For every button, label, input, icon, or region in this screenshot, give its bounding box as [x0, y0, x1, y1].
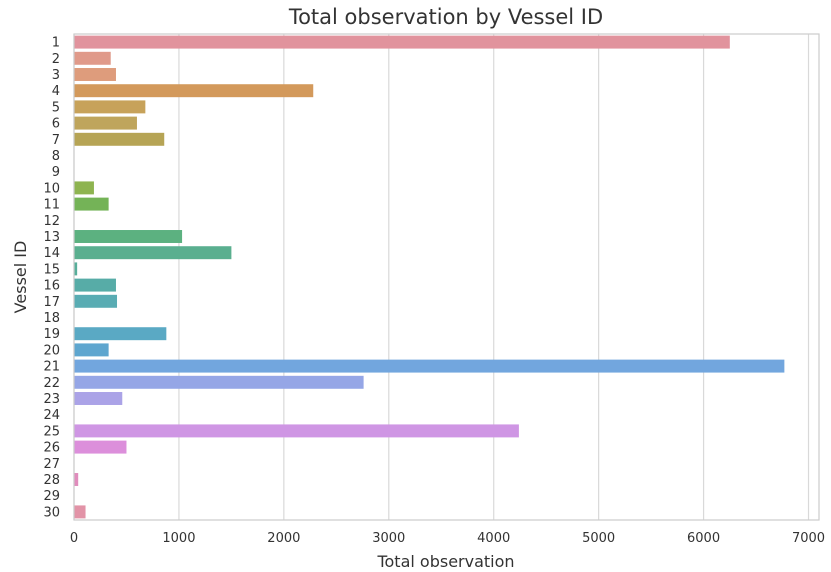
y-tick-label: 21 — [43, 360, 60, 375]
y-tick-label: 30 — [43, 505, 60, 520]
y-tick-label: 22 — [43, 376, 60, 391]
bar-vessel-23 — [74, 392, 123, 405]
y-tick-label: 7 — [52, 133, 60, 148]
y-tick-label: 1 — [52, 36, 60, 51]
bar-vessel-5 — [74, 100, 146, 114]
bar-vessel-22 — [74, 375, 364, 389]
bar-vessel-6 — [74, 116, 137, 130]
y-tick-label: 15 — [43, 262, 60, 277]
x-tick-label: 7000 — [792, 531, 825, 546]
bar-vessel-30 — [74, 505, 86, 519]
y-tick-label: 11 — [43, 198, 60, 213]
y-tick-label: 5 — [52, 100, 60, 115]
bar-vessel-7 — [74, 132, 165, 146]
y-tick-label: 24 — [43, 408, 60, 423]
y-tick-label: 18 — [43, 311, 60, 326]
bar-vessel-25 — [74, 424, 519, 438]
x-tick-label: 3000 — [372, 531, 405, 546]
bar-vessel-19 — [74, 327, 167, 341]
bar-vessel-17 — [74, 294, 118, 308]
bar-vessel-15 — [74, 262, 78, 276]
y-tick-label: 28 — [43, 473, 60, 488]
y-tick-label: 25 — [43, 424, 60, 439]
grid-lines — [73, 34, 810, 520]
y-tick-label: 20 — [43, 343, 60, 358]
chart-title: Total observation by Vessel ID — [288, 5, 603, 29]
bar-vessel-21 — [74, 359, 785, 373]
y-tick-label: 13 — [43, 230, 60, 245]
x-tick-label: 2000 — [267, 531, 300, 546]
x-tick-labels: 0 1000 2000 3000 4000 5000 6000 7000 — [70, 531, 825, 546]
bar-vessel-1 — [74, 35, 730, 49]
bar-vessel-3 — [74, 68, 116, 81]
x-tick-label: 6000 — [687, 531, 720, 546]
y-tick-label: 8 — [52, 149, 60, 164]
y-tick-label: 9 — [52, 165, 60, 180]
y-tick-label: 29 — [43, 489, 60, 504]
y-tick-label: 19 — [43, 327, 60, 342]
x-tick-label: 5000 — [582, 531, 615, 546]
y-tick-label: 12 — [43, 214, 60, 229]
y-tick-label: 2 — [52, 52, 60, 67]
bar-vessel-16 — [74, 278, 116, 292]
bars — [74, 35, 785, 519]
y-tick-label: 4 — [52, 84, 60, 99]
y-tick-label: 6 — [52, 117, 60, 132]
bar-vessel-11 — [74, 197, 109, 211]
bar-vessel-13 — [74, 230, 183, 243]
y-tick-label: 26 — [43, 441, 60, 456]
x-axis-title: Total observation — [376, 552, 514, 571]
bar-vessel-14 — [74, 246, 232, 260]
y-tick-label: 3 — [52, 68, 60, 83]
y-tick-label: 16 — [43, 279, 60, 294]
x-tick-label: 0 — [70, 531, 78, 546]
bar-vessel-26 — [74, 440, 127, 454]
bar-vessel-20 — [74, 343, 109, 357]
bar-vessel-4 — [74, 84, 314, 98]
y-tick-labels: 1234567891011121314151617181920212223242… — [43, 36, 60, 521]
y-tick-label: 17 — [43, 295, 60, 310]
x-tick-label: 1000 — [162, 531, 195, 546]
x-tick-label: 4000 — [477, 531, 510, 546]
y-axis-title: Vessel ID — [11, 241, 30, 314]
bar-vessel-2 — [74, 51, 111, 65]
bar-vessel-28 — [74, 473, 79, 486]
y-tick-label: 23 — [43, 392, 60, 407]
plot-area-border — [73, 33, 820, 521]
y-tick-label: 27 — [43, 457, 60, 472]
y-tick-label: 14 — [43, 246, 60, 261]
bar-vessel-10 — [74, 181, 94, 195]
y-tick-label: 10 — [43, 181, 60, 196]
